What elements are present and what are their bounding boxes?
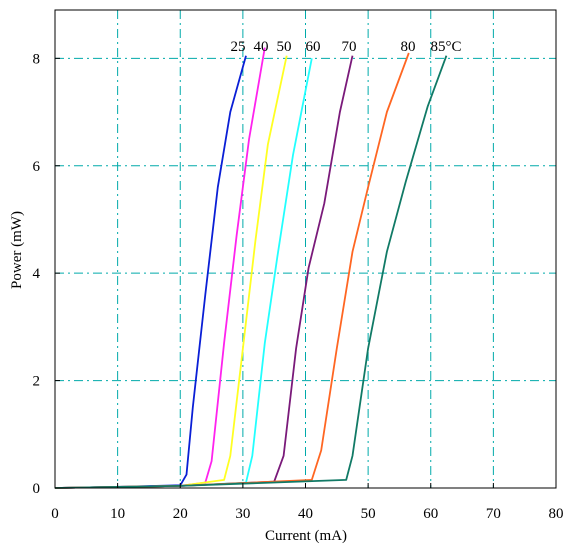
y-tick-label: 6	[33, 159, 41, 175]
y-tick-label: 4	[33, 266, 41, 282]
series-label: 25	[231, 39, 246, 55]
x-tick-label: 0	[51, 506, 59, 522]
x-tick-label: 50	[361, 506, 376, 522]
x-tick-label: 10	[110, 506, 125, 522]
y-tick-label: 0	[33, 481, 41, 497]
grid	[55, 10, 556, 488]
series-label: 60	[306, 39, 321, 55]
series-lines	[54, 47, 448, 489]
axis-ticks: 0 10 20 30 40 50 60 70 80 0 2 4 6 8	[33, 51, 564, 522]
y-tick-label: 2	[33, 374, 41, 390]
x-tick-label: 70	[486, 506, 501, 522]
x-tick-label: 40	[298, 506, 313, 522]
series-label: 85°C	[430, 39, 461, 55]
x-tick-label: 30	[235, 506, 250, 522]
x-tick-label: 80	[549, 506, 564, 522]
series-line	[54, 47, 266, 489]
x-axis-label: Current (mA)	[265, 528, 347, 544]
series-labels: 25 40 50 60 70 80 85°C	[231, 39, 462, 55]
series-label: 80	[401, 39, 416, 55]
series-line	[54, 55, 448, 489]
series-label: 70	[342, 39, 357, 55]
series-line	[54, 55, 247, 489]
series-label: 40	[254, 39, 269, 55]
series-label: 50	[277, 39, 292, 55]
y-tick-label: 8	[33, 51, 41, 67]
y-axis-label: Power (mW)	[9, 211, 25, 289]
x-tick-label: 20	[173, 506, 188, 522]
series-line	[54, 55, 354, 489]
x-tick-label: 60	[423, 506, 438, 522]
